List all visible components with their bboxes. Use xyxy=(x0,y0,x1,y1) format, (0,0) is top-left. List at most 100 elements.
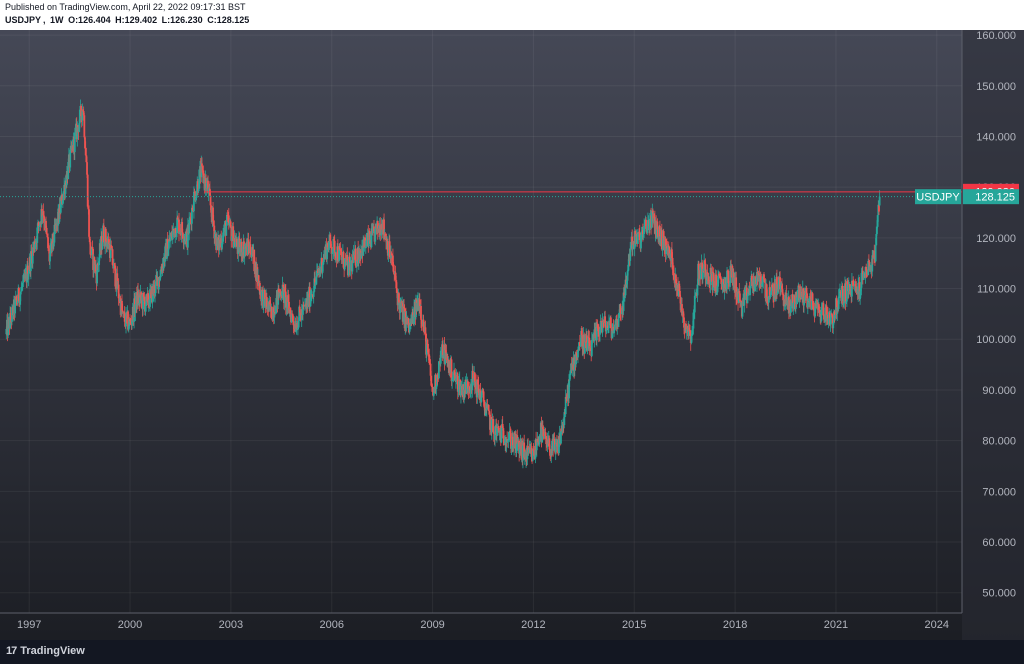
candle xyxy=(315,263,318,285)
candle xyxy=(370,223,373,249)
candle xyxy=(343,258,346,271)
candle xyxy=(500,425,503,444)
price-axis-labels: 50.000 60.000 70.000 80.000 90.000 100.000 110… xyxy=(915,30,1019,613)
candle xyxy=(507,431,510,449)
candle xyxy=(859,288,862,305)
candle xyxy=(279,289,282,301)
interval-label[interactable]: 1W xyxy=(50,15,64,25)
candle xyxy=(771,283,774,289)
y-tick-label: 120.000 xyxy=(976,233,1016,245)
candle xyxy=(36,223,39,250)
candle xyxy=(506,431,509,448)
candle xyxy=(522,441,524,469)
candle xyxy=(49,250,51,269)
candle xyxy=(490,418,493,440)
candle xyxy=(712,267,715,288)
candle xyxy=(225,223,228,236)
candle xyxy=(430,370,433,387)
candle xyxy=(368,228,371,244)
candle xyxy=(539,434,542,442)
candle xyxy=(336,239,339,264)
x-tick-label: 2018 xyxy=(723,619,747,631)
candle xyxy=(622,287,625,316)
candle xyxy=(129,314,131,325)
candle xyxy=(14,296,17,318)
candle xyxy=(86,156,88,179)
candle xyxy=(537,436,540,443)
candle xyxy=(292,316,295,334)
candle xyxy=(802,287,805,313)
candle xyxy=(383,213,385,242)
candle xyxy=(456,371,459,400)
candle xyxy=(200,155,203,183)
candle xyxy=(631,243,634,256)
chart-background xyxy=(0,30,1024,640)
candle xyxy=(399,297,402,320)
candle xyxy=(109,238,112,262)
candle xyxy=(541,419,544,444)
candle xyxy=(721,281,724,294)
candle xyxy=(842,289,844,309)
candle xyxy=(402,299,405,324)
tradingview-brand[interactable]: 17 TradingView xyxy=(6,645,85,657)
footer-bar: 17 TradingView xyxy=(0,640,1024,664)
candle xyxy=(121,294,123,318)
symbol-separator: , xyxy=(43,15,46,25)
candle xyxy=(562,418,564,434)
candle xyxy=(509,426,512,434)
candle xyxy=(552,432,555,451)
price-lines xyxy=(0,191,962,198)
candle xyxy=(24,267,27,281)
candle xyxy=(213,220,216,244)
candle xyxy=(763,278,766,284)
symbol-name[interactable]: USDJPY xyxy=(5,15,42,25)
candle xyxy=(125,307,127,334)
candle xyxy=(302,297,304,321)
candle xyxy=(825,300,828,326)
candle xyxy=(719,272,722,280)
candle xyxy=(222,227,225,245)
candle xyxy=(808,293,811,308)
candle xyxy=(672,262,675,281)
candle xyxy=(303,305,306,307)
candle xyxy=(494,419,496,447)
candle xyxy=(629,241,632,266)
close-value: C:128.125 xyxy=(207,15,250,25)
candle xyxy=(636,229,639,245)
candle xyxy=(249,236,252,255)
candle xyxy=(844,279,847,311)
candle xyxy=(317,265,320,278)
candle xyxy=(341,256,344,264)
candle xyxy=(178,213,180,242)
candle xyxy=(597,324,600,343)
last-price-label[interactable]: USDJPY 128.125 xyxy=(915,189,1019,205)
candle xyxy=(176,210,179,238)
candle xyxy=(345,258,347,267)
candle xyxy=(501,416,504,429)
candle xyxy=(729,260,732,288)
candle xyxy=(477,376,480,396)
y-tick-label: 140.000 xyxy=(976,131,1016,143)
candle xyxy=(511,432,514,453)
candle xyxy=(545,433,548,451)
candle xyxy=(360,252,363,260)
candle xyxy=(650,210,653,229)
candle xyxy=(428,355,431,366)
candle xyxy=(640,226,643,243)
candle xyxy=(84,141,87,157)
candle xyxy=(16,294,18,305)
low-value: L:126.230 xyxy=(161,15,203,25)
candle xyxy=(840,281,843,307)
candle xyxy=(749,285,751,301)
candle xyxy=(599,314,602,334)
candle xyxy=(69,146,72,172)
candle xyxy=(147,290,150,309)
price-chart[interactable]: 50.000 60.000 70.000 80.000 90.000 100.000 110… xyxy=(0,30,1024,640)
open-value: O:126.404 xyxy=(68,15,111,25)
candle xyxy=(678,280,681,292)
candle xyxy=(803,287,806,305)
candle xyxy=(516,438,519,451)
y-tick-label: 150.000 xyxy=(976,81,1016,93)
candle xyxy=(779,282,782,296)
y-tick-label: 160.000 xyxy=(976,30,1016,42)
